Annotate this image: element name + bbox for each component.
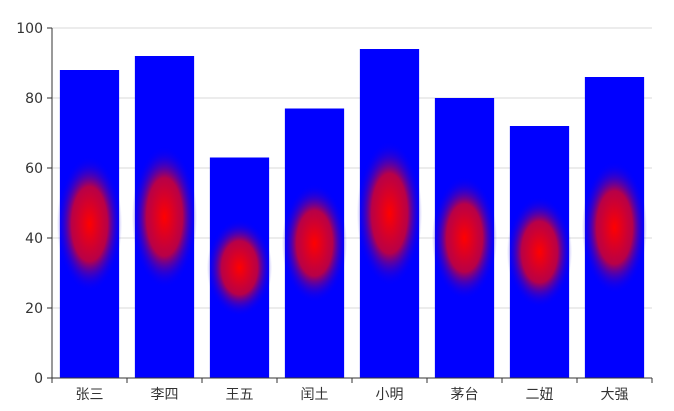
y-tick-label: 0 xyxy=(34,371,43,387)
y-tick-label: 100 xyxy=(16,21,43,37)
x-tick-label: 闰土 xyxy=(301,387,329,403)
bar-highlight-7 xyxy=(581,161,648,294)
x-tick-label: 王五 xyxy=(226,387,254,403)
y-tick-label: 40 xyxy=(25,231,43,247)
x-tick-label: 小明 xyxy=(376,387,404,403)
bar-highlight-2 xyxy=(206,219,273,317)
x-tick-label: 大强 xyxy=(601,387,629,403)
bars xyxy=(56,49,648,378)
x-tick-label: 张三 xyxy=(76,387,104,403)
bar-highlight-5 xyxy=(431,176,498,300)
y-tick-label: 80 xyxy=(25,91,43,107)
bar-highlight-3 xyxy=(281,183,348,303)
tick-labels: 0 20 40 60 80 100 张三 李四 王五 闰土 小明 茅台 二妞 大强 xyxy=(16,21,628,403)
bar-highlight-1 xyxy=(131,146,198,288)
bar-highlight-0 xyxy=(56,156,123,292)
y-tick-label: 60 xyxy=(25,161,43,177)
bar-highlight-4 xyxy=(356,141,423,286)
x-tick-label: 二妞 xyxy=(526,387,554,403)
y-tick-label: 20 xyxy=(25,301,43,317)
bar-highlight-6 xyxy=(506,196,573,308)
x-tick-label: 李四 xyxy=(151,387,179,403)
x-tick-label: 茅台 xyxy=(451,387,479,403)
axes xyxy=(47,27,653,383)
